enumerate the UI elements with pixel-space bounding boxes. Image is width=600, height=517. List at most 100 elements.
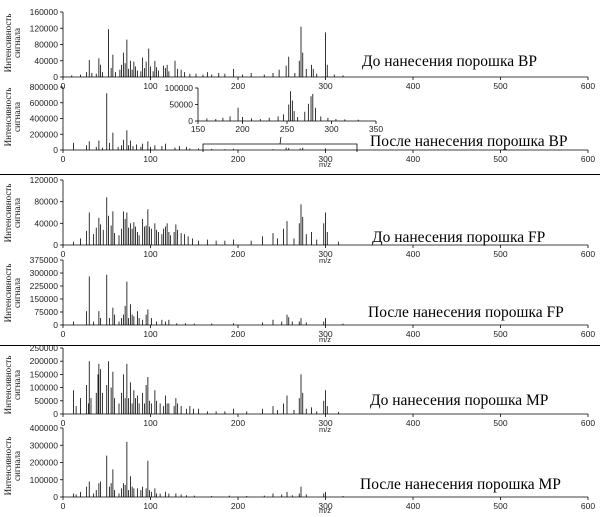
x-axis-label: m/z bbox=[319, 160, 331, 169]
x-tick-label: 500 bbox=[493, 81, 507, 91]
y-axis-label: Интенсивность bbox=[3, 14, 13, 73]
y-tick-label: 120000 bbox=[30, 175, 59, 185]
y-tick-label: 300000 bbox=[30, 440, 59, 450]
inset-y-tick-label: 0 bbox=[188, 116, 193, 126]
x-tick-label: 500 bbox=[493, 249, 507, 259]
y-axis-label: сигнала bbox=[12, 370, 22, 400]
y-tick-label: 375000 bbox=[30, 255, 59, 265]
x-tick-label: 0 bbox=[61, 418, 66, 428]
x-tick-label: 400 bbox=[406, 154, 420, 164]
y-axis-label: Интенсивность bbox=[3, 437, 13, 496]
x-tick-label: 400 bbox=[406, 329, 420, 339]
x-tick-label: 100 bbox=[143, 81, 157, 91]
zoom-bracket-pointer bbox=[279, 136, 282, 145]
x-tick-label: 600 bbox=[581, 329, 595, 339]
x-tick-label: 500 bbox=[493, 418, 507, 428]
y-tick-label: 80000 bbox=[34, 40, 58, 50]
y-tick-label: 160000 bbox=[30, 7, 59, 17]
y-axis-label: Интенсивность bbox=[3, 264, 13, 323]
x-tick-label: 200 bbox=[231, 154, 245, 164]
y-tick-label: 50000 bbox=[34, 396, 58, 406]
x-tick-label: 200 bbox=[231, 81, 245, 91]
x-tick-label: 0 bbox=[61, 501, 66, 511]
x-tick-label: 500 bbox=[493, 329, 507, 339]
y-tick-label: 80000 bbox=[34, 197, 58, 207]
inset-x-tick-label: 250 bbox=[280, 124, 294, 134]
y-tick-label: 300000 bbox=[30, 268, 59, 278]
x-tick-label: 300 bbox=[318, 154, 332, 164]
x-tick-label: 100 bbox=[143, 249, 157, 259]
spectrum-caption: После нанесения порошка FP bbox=[368, 304, 564, 321]
x-tick-label: 100 bbox=[143, 329, 157, 339]
x-tick-label: 400 bbox=[406, 81, 420, 91]
spectrum-caption: До нанесения порошка FP bbox=[372, 229, 545, 246]
y-tick-label: 0 bbox=[53, 240, 58, 250]
spectrum-panel-mp-after: Интенсивность сигнала 400000 300000 200000… bbox=[3, 423, 595, 515]
y-axis-label: сигнала bbox=[12, 451, 22, 481]
inset-x-tick-label: 200 bbox=[235, 124, 249, 134]
x-tick-label: 400 bbox=[406, 249, 420, 259]
x-tick-label: 600 bbox=[581, 154, 595, 164]
y-tick-label: 0 bbox=[53, 72, 58, 82]
inset-y-tick-label: 50000 bbox=[169, 100, 193, 110]
inset-x-tick-label: 300 bbox=[324, 124, 338, 134]
x-tick-label: 0 bbox=[61, 154, 66, 164]
zoom-bracket bbox=[202, 143, 358, 152]
x-tick-label: 600 bbox=[581, 501, 595, 511]
y-axis-label: Интенсивность bbox=[3, 88, 13, 147]
spectrum-caption: После нанесения порошка MP bbox=[360, 476, 561, 493]
spectrum-caption: До нанесения порошка BP bbox=[362, 53, 537, 70]
y-tick-label: 40000 bbox=[34, 218, 58, 228]
x-tick-label: 500 bbox=[493, 154, 507, 164]
inset-x-tick-label: 150 bbox=[191, 124, 205, 134]
y-axis-label: сигнала bbox=[12, 28, 22, 58]
x-tick-label: 500 bbox=[493, 501, 507, 511]
x-tick-label: 300 bbox=[318, 418, 332, 428]
y-tick-label: 200000 bbox=[30, 129, 59, 139]
spectrum-panel-bp-before: Интенсивность сигнала 160000 120000 80000 4… bbox=[3, 7, 595, 91]
x-tick-label: 600 bbox=[581, 81, 595, 91]
spectrum-panel-fp-after: Интенсивность сигнала 375000 300000 225000… bbox=[3, 255, 595, 344]
spectrum-caption: После нанесения порошка BP bbox=[370, 133, 567, 150]
inset-x-tick-label: 350 bbox=[369, 124, 383, 134]
y-tick-label: 0 bbox=[53, 145, 58, 155]
x-axis-label: m/z bbox=[319, 256, 331, 265]
y-tick-label: 400000 bbox=[30, 114, 59, 124]
x-tick-label: 300 bbox=[318, 501, 332, 511]
x-tick-label: 600 bbox=[581, 418, 595, 428]
x-tick-label: 0 bbox=[61, 249, 66, 259]
x-tick-label: 200 bbox=[231, 501, 245, 511]
y-axis-label: сигнала bbox=[12, 198, 22, 228]
y-axis-label: сигнала bbox=[12, 278, 22, 308]
y-tick-label: 200000 bbox=[30, 458, 59, 468]
y-tick-label: 400000 bbox=[30, 423, 59, 433]
x-tick-label: 200 bbox=[231, 418, 245, 428]
y-tick-label: 100000 bbox=[30, 475, 59, 485]
y-tick-label: 150000 bbox=[30, 294, 59, 304]
x-tick-label: 300 bbox=[318, 249, 332, 259]
x-axis-label: m/z bbox=[319, 506, 331, 515]
x-axis-label: m/z bbox=[319, 425, 331, 434]
x-tick-label: 100 bbox=[143, 501, 157, 511]
x-tick-label: 300 bbox=[318, 329, 332, 339]
x-tick-label: 400 bbox=[406, 501, 420, 511]
y-tick-label: 200000 bbox=[30, 356, 59, 366]
x-tick-label: 100 bbox=[143, 154, 157, 164]
y-tick-label: 0 bbox=[53, 492, 58, 502]
y-tick-label: 0 bbox=[53, 409, 58, 419]
x-tick-label: 0 bbox=[61, 81, 66, 91]
x-tick-label: 0 bbox=[61, 329, 66, 339]
x-tick-label: 300 bbox=[318, 81, 332, 91]
spectrum-panel-mp-before: Интенсивность сигнала 250000 200000 150000… bbox=[3, 343, 595, 434]
y-tick-label: 100000 bbox=[30, 383, 59, 393]
y-axis-label: сигнала bbox=[12, 102, 22, 132]
spectrum-caption: До нанесения порошка MP bbox=[370, 392, 548, 409]
y-tick-label: 800000 bbox=[30, 82, 59, 92]
y-tick-label: 250000 bbox=[30, 343, 59, 353]
x-axis-label: m/z bbox=[319, 335, 331, 344]
y-tick-label: 120000 bbox=[30, 23, 59, 33]
y-tick-label: 225000 bbox=[30, 281, 59, 291]
x-tick-label: 100 bbox=[143, 418, 157, 428]
